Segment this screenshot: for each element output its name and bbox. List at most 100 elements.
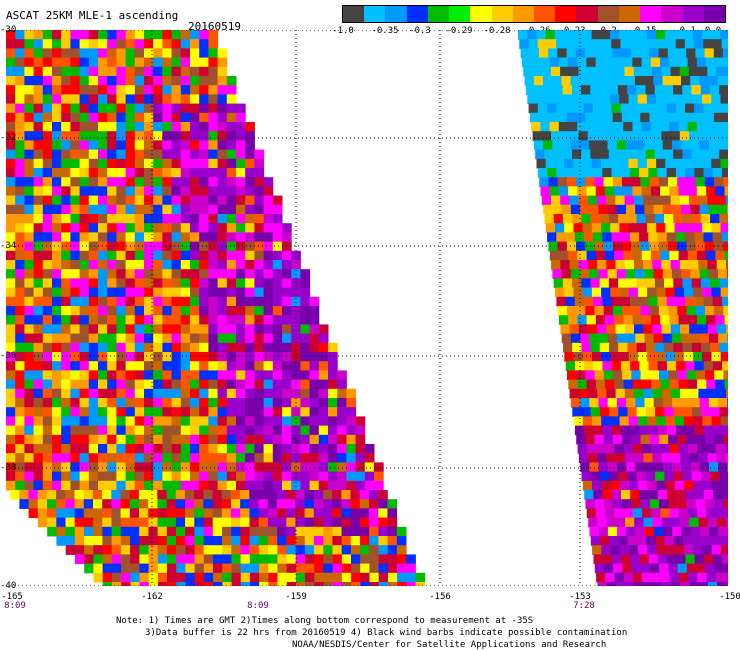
data-pixel: [590, 214, 601, 224]
data-pixel: [185, 572, 196, 583]
data-pixel: [107, 333, 117, 344]
data-pixel: [245, 342, 255, 353]
data-pixel: [61, 94, 71, 105]
data-pixel: [550, 66, 561, 77]
data-pixel: [665, 158, 675, 169]
data-pixel: [703, 39, 713, 49]
data-pixel: [652, 582, 663, 586]
data-pixel: [359, 517, 370, 528]
data-pixel: [6, 480, 16, 491]
data-pixel: [685, 232, 695, 243]
data-pixel: [125, 388, 136, 399]
data-pixel: [725, 66, 728, 77]
data-pixel: [545, 158, 556, 169]
data-pixel: [98, 140, 108, 151]
data-pixel: [33, 214, 44, 224]
data-pixel: [577, 186, 587, 197]
data-pixel: [116, 186, 127, 197]
data-pixel: [634, 517, 644, 528]
data-pixel: [341, 517, 352, 528]
data-pixel: [88, 260, 99, 270]
data-pixel: [254, 407, 265, 417]
data-pixel: [33, 103, 44, 114]
data-pixel: [61, 223, 71, 233]
data-pixel: [190, 85, 200, 95]
data-pixel: [671, 582, 681, 586]
data-pixel: [598, 398, 609, 408]
data-pixel: [568, 122, 578, 132]
data-pixel: [236, 112, 246, 123]
data-pixel: [33, 398, 44, 408]
latitude-label: -36: [0, 351, 17, 361]
data-pixel: [632, 572, 643, 583]
data-pixel: [84, 554, 94, 565]
data-pixel: [649, 112, 660, 123]
data-pixel: [153, 342, 163, 353]
data-pixel: [144, 444, 154, 454]
data-pixel: [700, 149, 711, 160]
data-pixel: [254, 361, 265, 371]
data-pixel: [565, 103, 576, 114]
data-pixel: [641, 122, 652, 132]
data-pixel: [300, 462, 311, 473]
data-pixel: [604, 122, 615, 132]
data-pixel: [79, 30, 90, 40]
data-pixel: [716, 453, 727, 463]
data-pixel: [282, 260, 292, 270]
data-pixel: [397, 563, 407, 574]
data-pixel: [669, 122, 679, 132]
data-pixel: [543, 76, 553, 86]
data-pixel: [720, 480, 728, 491]
data-pixel: [249, 545, 260, 555]
data-pixel: [601, 416, 611, 427]
data-pixel: [610, 287, 620, 298]
latitude-label: -34: [0, 241, 17, 251]
data-pixel: [98, 57, 108, 68]
data-pixel: [596, 66, 607, 77]
data-pixel: [226, 122, 237, 132]
data-pixel: [171, 324, 182, 335]
data-pixel: [157, 490, 167, 500]
data-pixel: [24, 195, 35, 206]
data-pixel: [618, 342, 628, 353]
data-pixel: [226, 250, 237, 261]
data-pixel: [61, 195, 71, 206]
data-pixel: [360, 554, 370, 565]
data-pixel: [125, 122, 136, 132]
data-pixel: [88, 333, 99, 344]
data-pixel: [226, 177, 237, 187]
data-pixel: [711, 480, 722, 491]
data-pixel: [176, 572, 186, 583]
data-pixel: [70, 204, 81, 215]
data-pixel: [644, 76, 654, 86]
data-pixel: [52, 333, 62, 344]
data-pixel: [699, 526, 710, 537]
data-pixel: [675, 168, 686, 178]
data-pixel: [42, 287, 53, 298]
data-pixel: [203, 554, 214, 565]
data-pixel: [647, 416, 657, 427]
data-pixel: [645, 342, 656, 353]
data-pixel: [199, 66, 209, 77]
data-pixel: [647, 223, 657, 233]
data-pixel: [665, 94, 675, 105]
data-pixel: [707, 388, 718, 399]
data-pixel: [24, 85, 35, 95]
data-pixel: [61, 296, 71, 307]
data-pixel: [581, 471, 592, 482]
data-pixel: [627, 85, 637, 95]
data-pixel: [313, 508, 324, 519]
data-pixel: [610, 416, 621, 427]
data-pixel: [236, 131, 246, 141]
data-pixel: [351, 572, 361, 583]
data-pixel: [208, 112, 219, 123]
data-pixel: [42, 149, 53, 160]
data-pixel: [107, 269, 117, 279]
data-pixel: [599, 407, 610, 417]
data-pixel: [600, 536, 610, 546]
data-pixel: [226, 223, 237, 233]
data-pixel: [650, 186, 661, 197]
data-pixel: [597, 260, 607, 270]
data-pixel: [194, 526, 205, 537]
data-pixel: [585, 177, 595, 187]
